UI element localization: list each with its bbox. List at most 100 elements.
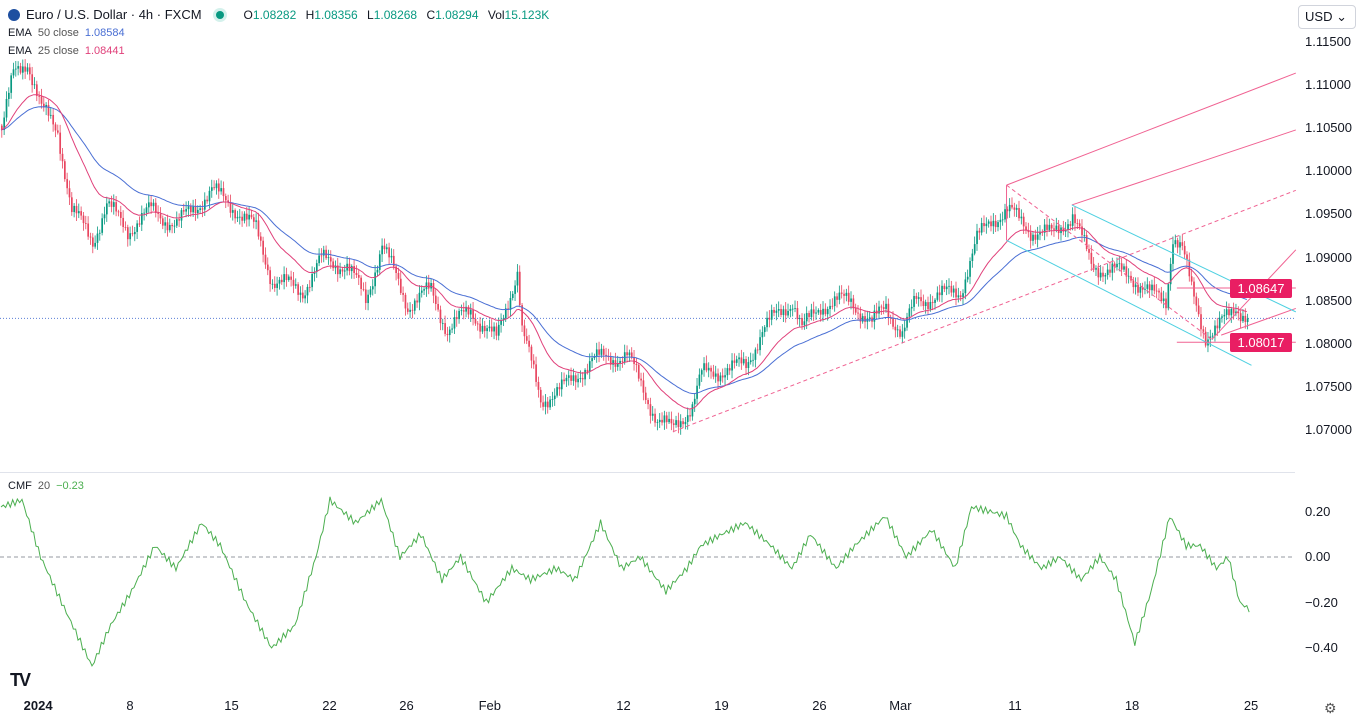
candle-body (1165, 298, 1167, 309)
candle-body (525, 336, 528, 341)
candle-body (395, 266, 397, 273)
currency-selector[interactable]: USD ⌄ (1298, 5, 1356, 29)
candle-body (40, 96, 43, 104)
candle-body (306, 286, 309, 296)
price-axis-tick: 1.09000 (1305, 249, 1352, 265)
candle-body (539, 389, 542, 403)
candle-body (626, 352, 628, 356)
candle-body (189, 206, 192, 213)
candle-body (469, 309, 472, 315)
candle-body (927, 302, 929, 309)
candle-body (1046, 224, 1048, 230)
candle-body (887, 303, 890, 318)
candle-body (425, 282, 428, 290)
candle-body (621, 360, 624, 362)
price-level-tag[interactable]: 1.08647 (1230, 278, 1292, 298)
candle-body (1190, 276, 1193, 282)
candle-body (609, 356, 612, 365)
ema50-line (0, 106, 1247, 395)
candle-body (210, 187, 213, 191)
candle-body (796, 308, 799, 320)
candle-body (1120, 263, 1123, 270)
candle-body (651, 413, 654, 416)
candle-body (899, 329, 901, 337)
candle-body (1169, 263, 1172, 285)
candle-body (1097, 268, 1100, 278)
candle-body (194, 206, 197, 214)
candle-body (1090, 252, 1093, 264)
candle-body (173, 225, 176, 227)
candle-body (516, 271, 519, 286)
candle-body (901, 331, 904, 337)
candle-body (311, 273, 313, 288)
candle-body (124, 227, 127, 228)
candle-body (957, 295, 960, 298)
cmf-line (0, 496, 1250, 667)
candle-body (843, 293, 845, 296)
candle-body (936, 292, 939, 300)
candle-body (28, 67, 31, 75)
candle-body (752, 359, 754, 361)
tradingview-logo[interactable]: TV (10, 670, 31, 690)
time-axis-tick: 19 (714, 698, 729, 713)
candle-body (409, 309, 411, 312)
candle-body (220, 188, 223, 192)
candle-body (54, 124, 57, 131)
candle-body (859, 313, 862, 322)
candle-body (19, 66, 22, 73)
candle-body (908, 308, 911, 317)
ema25-legend[interactable]: EMA 25 close 1.08441 (8, 45, 125, 57)
candle-body (185, 209, 188, 212)
candle-body (665, 415, 668, 423)
candle-body (878, 306, 880, 314)
time-axis-tick: 15 (224, 698, 239, 713)
ema50-legend[interactable]: EMA 50 close 1.08584 (8, 27, 125, 39)
candle-body (677, 420, 680, 428)
cmf-legend[interactable]: CMF 20 −0.23 (8, 480, 84, 492)
price-level-tag[interactable]: 1.08017 (1230, 333, 1292, 353)
candle-body (353, 266, 355, 273)
symbol-title[interactable]: Euro / U.S. Dollar · 4h · FXCM (26, 7, 202, 22)
candle-body (17, 66, 20, 69)
candle-body (798, 318, 801, 320)
candle-body (1148, 284, 1151, 291)
candle-body (873, 310, 876, 322)
candle-body (1074, 214, 1076, 224)
candle-body (619, 360, 621, 364)
candle-body (1069, 224, 1072, 226)
candle-body (241, 216, 243, 221)
candle-body (668, 418, 670, 423)
pane-separator[interactable] (0, 472, 1295, 473)
candle-body (931, 301, 934, 303)
candle-body (56, 130, 59, 133)
candle-body (605, 354, 607, 357)
candle-body (49, 114, 52, 116)
candle-body (777, 308, 780, 311)
candle-body (966, 276, 969, 280)
candle-body (735, 359, 738, 363)
candle-body (129, 233, 132, 240)
candle-body (266, 264, 269, 271)
candle-body (434, 295, 437, 304)
candle-body (234, 210, 236, 219)
candle-body (847, 292, 850, 302)
candle-body (322, 249, 325, 256)
candle-body (808, 313, 810, 317)
candle-body (1246, 318, 1249, 323)
candle-body (1088, 249, 1090, 253)
candle-body (1018, 208, 1020, 219)
candle-body (577, 378, 579, 383)
candle-body (910, 306, 913, 309)
candle-body (66, 179, 69, 189)
candle-body (570, 375, 572, 381)
candle-body (96, 233, 99, 243)
candle-body (1048, 224, 1051, 230)
candle-body (115, 202, 118, 212)
candle-body (154, 202, 157, 213)
candle-body (166, 222, 169, 231)
candle-body (712, 371, 715, 377)
candle-body (1204, 331, 1207, 346)
candle-body (518, 271, 521, 306)
settings-gear-icon[interactable]: ⚙ (1324, 700, 1337, 716)
